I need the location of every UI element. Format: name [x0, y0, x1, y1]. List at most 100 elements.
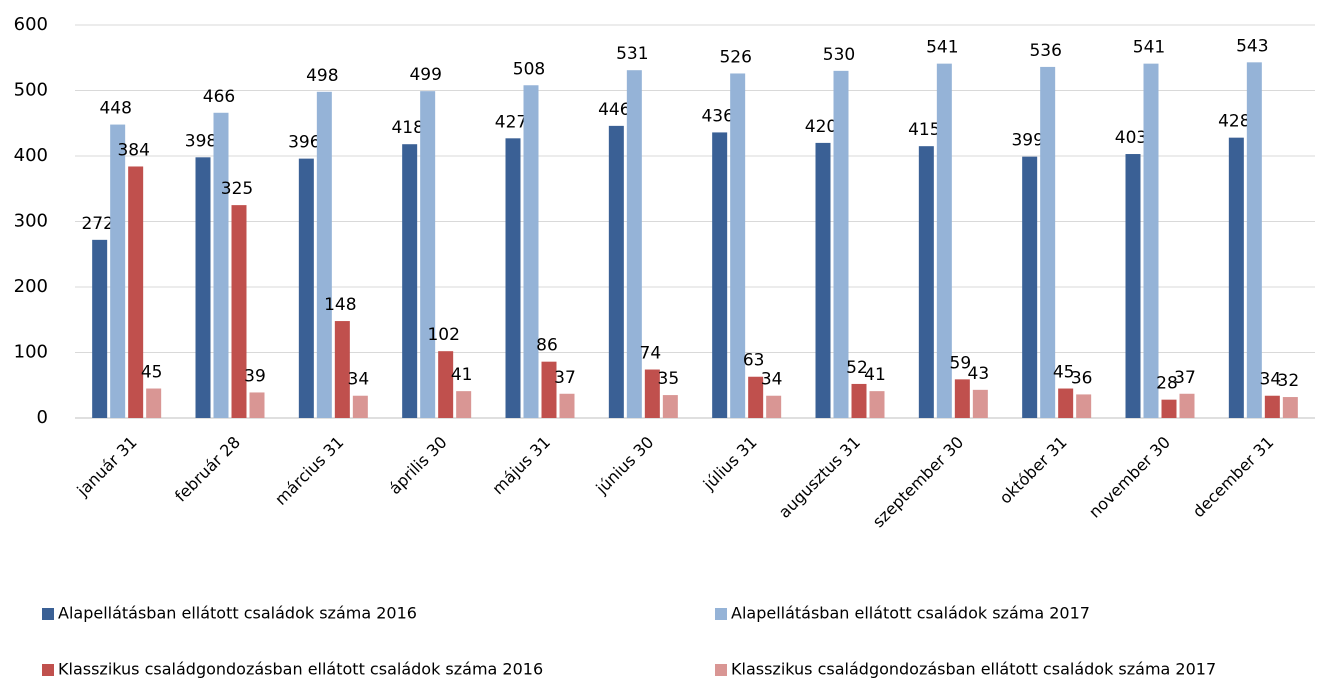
y-tick-label: 200: [14, 276, 48, 297]
data-label: 41: [451, 365, 473, 385]
bar: [936, 63, 952, 419]
bar: [438, 351, 454, 418]
x-tick-label: április 30: [385, 433, 451, 499]
bar: [298, 158, 314, 418]
data-label: 508: [513, 59, 545, 79]
bar: [456, 391, 472, 418]
data-label: 498: [306, 66, 338, 86]
data-label: 34: [1260, 370, 1282, 390]
data-label: 37: [1174, 368, 1196, 388]
bar: [748, 376, 764, 418]
bar: [541, 361, 557, 418]
data-label: 37: [554, 368, 576, 388]
data-label: 43: [968, 364, 990, 384]
bar: [954, 379, 970, 418]
x-tick-label: március 31: [271, 433, 347, 509]
bar: [1076, 394, 1092, 418]
data-label: 34: [761, 370, 783, 390]
bar: [1143, 63, 1159, 419]
x-tick-label: augusztus 31: [775, 433, 864, 522]
bar: [815, 142, 831, 418]
bar: [1282, 397, 1298, 418]
data-label: 36: [1071, 368, 1093, 388]
data-label: 536: [1029, 41, 1061, 61]
bar: [869, 391, 885, 418]
bar: [1179, 393, 1195, 418]
bar: [559, 393, 575, 418]
bar: [766, 395, 782, 418]
data-label: 403: [1115, 128, 1147, 148]
bar: [851, 383, 867, 418]
x-tick-label: február 28: [171, 433, 244, 506]
x-tick-label: október 31: [996, 433, 1071, 508]
x-tick-label: január 31: [73, 433, 141, 501]
bar: [146, 388, 162, 418]
bar: [1264, 395, 1280, 418]
data-label: 415: [908, 120, 940, 140]
y-tick-label: 400: [14, 145, 48, 166]
bar: [1161, 399, 1177, 418]
bar: [249, 392, 265, 418]
bar: [213, 112, 229, 419]
bar: [128, 166, 144, 418]
data-label: 45: [141, 363, 163, 383]
bar: [918, 146, 934, 419]
bar: [92, 239, 108, 418]
data-label: 541: [926, 38, 958, 58]
x-tick-label: december 31: [1189, 433, 1278, 522]
legend-label: Alapellátásban ellátott családok száma 2…: [731, 604, 1090, 623]
bar: [195, 157, 211, 418]
data-label: 436: [701, 106, 733, 126]
bar: [662, 395, 678, 418]
bar: [231, 205, 247, 418]
data-label: 446: [598, 100, 630, 120]
bar: [1228, 137, 1244, 418]
data-label: 86: [536, 336, 558, 356]
bar: [1058, 388, 1074, 418]
bar: [972, 389, 988, 418]
y-tick-label: 600: [14, 14, 48, 35]
data-label: 63: [743, 351, 765, 371]
bar: [712, 132, 728, 419]
bar: [402, 144, 418, 418]
data-label: 396: [288, 133, 320, 153]
data-label: 74: [640, 344, 662, 364]
data-label: 466: [203, 87, 235, 107]
data-label: 420: [805, 117, 837, 137]
y-tick-label: 500: [14, 80, 48, 101]
legend-swatch: [42, 664, 54, 676]
bar: [730, 73, 746, 418]
data-label: 39: [244, 366, 266, 386]
data-label: 448: [99, 99, 131, 119]
bar: [1246, 62, 1262, 419]
bar: [334, 321, 350, 418]
data-label: 399: [1011, 131, 1043, 151]
x-tick-label: szeptember 30: [869, 433, 968, 532]
data-label: 34: [348, 370, 370, 390]
legend-swatch: [42, 608, 54, 620]
bar: [352, 395, 368, 418]
bar: [1040, 66, 1056, 419]
bar: [523, 85, 539, 418]
data-label: 45: [1053, 363, 1075, 383]
bar: [1125, 154, 1141, 418]
data-label: 541: [1133, 38, 1165, 58]
x-tick-label: július 31: [699, 433, 761, 495]
data-label: 427: [495, 112, 527, 132]
bar: [608, 125, 624, 419]
bar: [505, 138, 521, 418]
legend-swatch: [715, 664, 727, 676]
data-label: 41: [864, 365, 886, 385]
data-label: 418: [391, 118, 423, 138]
data-label: 530: [823, 45, 855, 65]
bar: [644, 369, 660, 418]
data-label: 499: [409, 65, 441, 85]
legend-swatch: [715, 608, 727, 620]
data-label: 32: [1278, 371, 1300, 391]
bar: [626, 70, 642, 418]
bar: [316, 91, 332, 418]
data-label: 35: [658, 369, 680, 389]
data-label: 52: [846, 358, 868, 378]
x-tick-label: november 30: [1085, 433, 1174, 522]
